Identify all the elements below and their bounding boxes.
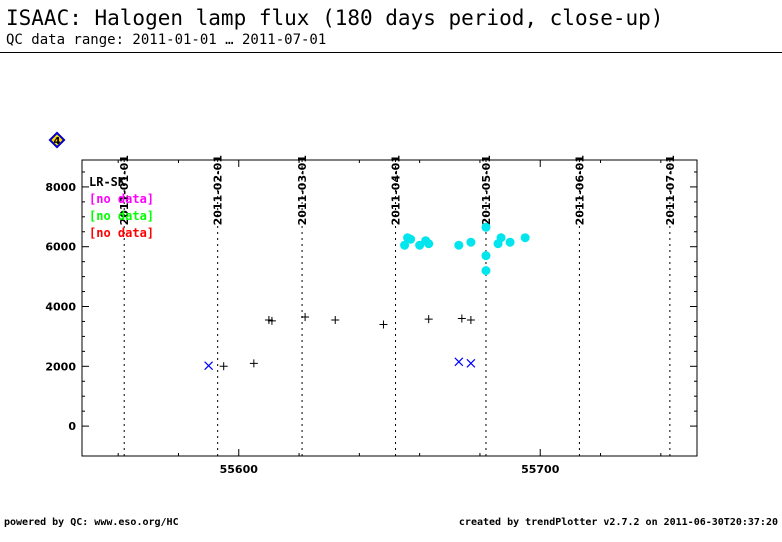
data-point-cross xyxy=(454,357,464,367)
data-point-dot xyxy=(520,233,530,243)
legend-entry: [no data] xyxy=(89,192,154,206)
y-tick-label: 2000 xyxy=(45,360,76,373)
plot-frame xyxy=(81,159,698,457)
data-point-dot xyxy=(424,239,434,249)
data-point-dot xyxy=(505,237,515,247)
page-subtitle: QC data range: 2011-01-01 … 2011-07-01 xyxy=(6,32,327,48)
data-point-plus xyxy=(219,362,228,371)
date-label: 2011-02-01 xyxy=(212,155,225,225)
date-label: 2011-05-01 xyxy=(480,155,493,225)
date-label: 2011-03-01 xyxy=(296,155,309,225)
data-point-dot xyxy=(466,237,476,247)
legend-entry: [no data] xyxy=(89,209,154,223)
page-title: ISAAC: Halogen lamp flux (180 days perio… xyxy=(6,6,664,30)
data-point-dot xyxy=(481,266,491,276)
data-point-cross xyxy=(466,358,476,368)
header-divider xyxy=(0,52,782,53)
badge-text: 4 xyxy=(54,136,61,147)
footer-created: created by trendPlotter v2.7.2 on 2011-0… xyxy=(458,517,778,528)
data-point-dot xyxy=(481,222,491,232)
footer-credit: powered by QC: www.eso.org/HC xyxy=(4,517,179,528)
legend-entry: [no data] xyxy=(89,226,154,240)
data-point-dot xyxy=(406,234,416,244)
x-tick-label: 55700 xyxy=(521,463,560,476)
y-tick-label: 4000 xyxy=(45,301,76,314)
data-point-plus xyxy=(301,312,310,321)
y-tick-label: 8000 xyxy=(45,181,76,194)
legend-entry: LR-SK xyxy=(89,175,126,189)
date-label: 2011-04-01 xyxy=(390,155,403,225)
quality-badge[interactable]: 4 xyxy=(48,131,66,149)
data-point-dot xyxy=(454,240,464,250)
diamond-icon xyxy=(48,131,66,149)
date-label: 2011-06-01 xyxy=(573,155,586,225)
date-label: 2011-01-01 xyxy=(118,155,131,225)
data-point-plus xyxy=(331,315,340,324)
data-point-dot xyxy=(496,233,506,243)
data-point-dot xyxy=(400,240,410,250)
data-point-plus xyxy=(466,315,475,324)
y-tick-label: 0 xyxy=(68,420,76,433)
data-point-plus xyxy=(249,359,258,368)
data-point-plus xyxy=(457,314,466,323)
data-point-plus xyxy=(379,320,388,329)
x-tick-label: 55600 xyxy=(220,463,259,476)
data-point-plus xyxy=(424,315,433,324)
data-point-plus xyxy=(267,316,276,325)
data-point-cross xyxy=(204,361,214,371)
data-point-dot xyxy=(481,251,491,261)
date-label: 2011-07-01 xyxy=(664,155,677,225)
y-tick-label: 6000 xyxy=(45,241,76,254)
